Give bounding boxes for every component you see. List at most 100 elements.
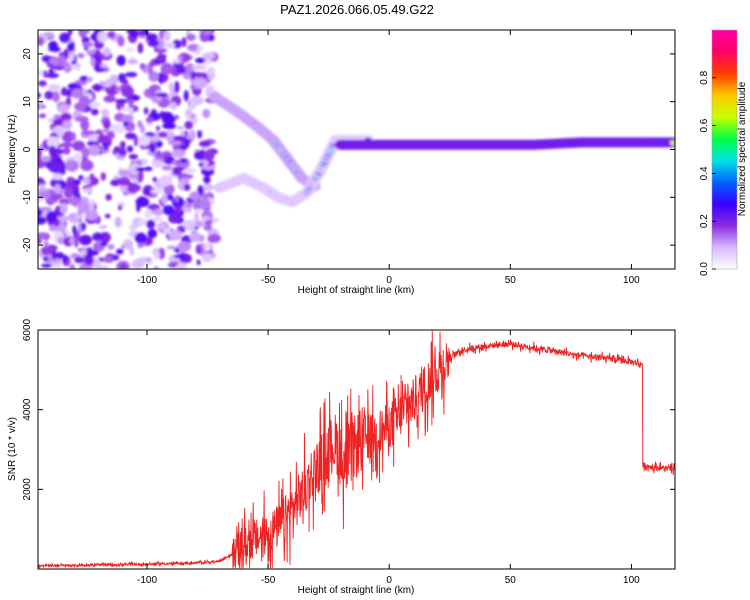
noise-cell [168,230,182,241]
noise-cell [58,215,71,221]
noise-cell [166,245,177,250]
noise-cell [144,186,150,195]
noise-cell [39,206,53,212]
noise-cell [88,204,95,212]
noise-cell [109,74,118,85]
noise-cell [203,242,212,252]
noise-cell [108,30,116,39]
noise-cell [65,160,79,172]
spectrogram-x-tick-label: 50 [505,275,517,286]
noise-cell [203,149,215,162]
noise-cell [119,140,126,150]
noise-cell [74,213,83,220]
snr-x-tick-label: -100 [137,575,157,586]
noise-cell [38,92,42,99]
noise-cell [86,249,99,257]
noise-cell [155,38,165,50]
noise-cell [187,106,193,111]
noise-cell [38,232,49,240]
snr-series-line [38,330,675,569]
noise-cell [183,89,189,102]
noise-cell [207,67,216,76]
noise-cell [80,159,94,172]
noise-cell [84,208,99,221]
noise-cell [41,155,52,163]
noise-cell [184,120,194,130]
noise-cell [61,142,74,148]
spectrogram-x-tick-label: -100 [137,275,157,286]
noise-cell [69,237,75,245]
noise-cell [38,36,45,46]
noise-cell [38,69,45,76]
noise-cell [184,168,197,173]
noise-cell [110,123,116,132]
noise-cell [135,196,150,208]
spectrogram-y-axis: -20 -10 0 10 20 [22,48,675,252]
noise-cell [134,232,147,244]
noise-cell [154,250,161,260]
noise-cell [67,30,73,36]
noise-cell [183,72,192,80]
noise-cell [171,58,181,64]
noise-cell [189,232,202,242]
noise-cell [184,200,190,210]
noise-cell [40,263,53,268]
noise-cell [63,186,74,199]
noise-cell [78,175,84,181]
noise-cell [41,246,51,256]
spectrogram-x-label: Height of straight line (km) [298,285,415,296]
colorbar-tick-label: 0.2 [699,214,710,228]
noise-cell [38,238,42,245]
noise-cell [152,216,163,222]
noise-cell [168,213,180,224]
noise-cell [42,256,49,262]
noise-cell [117,35,125,47]
noise-cell [175,263,185,269]
noise-cell [152,176,158,183]
colorbar-axis: 0.0 0.2 0.4 0.6 0.8 [699,70,716,276]
noise-cell [193,77,208,89]
noise-cell [46,136,60,148]
noise-cell [38,113,47,119]
noise-cell [91,84,104,90]
noise-cell [78,95,90,107]
noise-cell [198,198,211,211]
noise-cell [116,55,126,66]
noise-cell [48,161,62,173]
noise-cell [115,248,124,255]
noise-cell [86,76,93,83]
snr-frame [37,329,676,570]
noise-cell [68,52,75,62]
noise-cell [48,40,59,51]
noise-cell [78,234,93,246]
noise-cell [121,86,135,98]
snr-x-axis: -100 -50 0 50 100 [137,330,640,586]
noise-cell [38,216,47,225]
noise-cell [163,183,175,196]
noise-cell [196,259,201,266]
noise-cell [158,131,168,138]
snr-y-label: SNR (10 * v/v) [7,417,18,481]
noise-cell [177,241,192,252]
noise-cell [151,159,163,168]
noise-cell [104,213,111,219]
noise-cell [185,63,195,74]
noise-cell [138,135,151,147]
noise-cell [159,30,165,39]
noise-cell [163,228,172,235]
colorbar-tick-label: 0.4 [699,166,710,180]
noise-cell [137,42,144,54]
noise-cell [203,224,213,231]
noise-cell [120,79,129,84]
noise-cell [56,156,62,164]
noise-cell [198,30,210,33]
noise-cell [51,250,57,261]
noise-cell [38,101,44,109]
noise-cell [174,205,182,214]
noise-cell [144,208,153,219]
noise-cell [126,47,134,53]
noise-cell [101,108,110,118]
noise-cell [103,120,111,130]
noise-cell [59,180,67,190]
